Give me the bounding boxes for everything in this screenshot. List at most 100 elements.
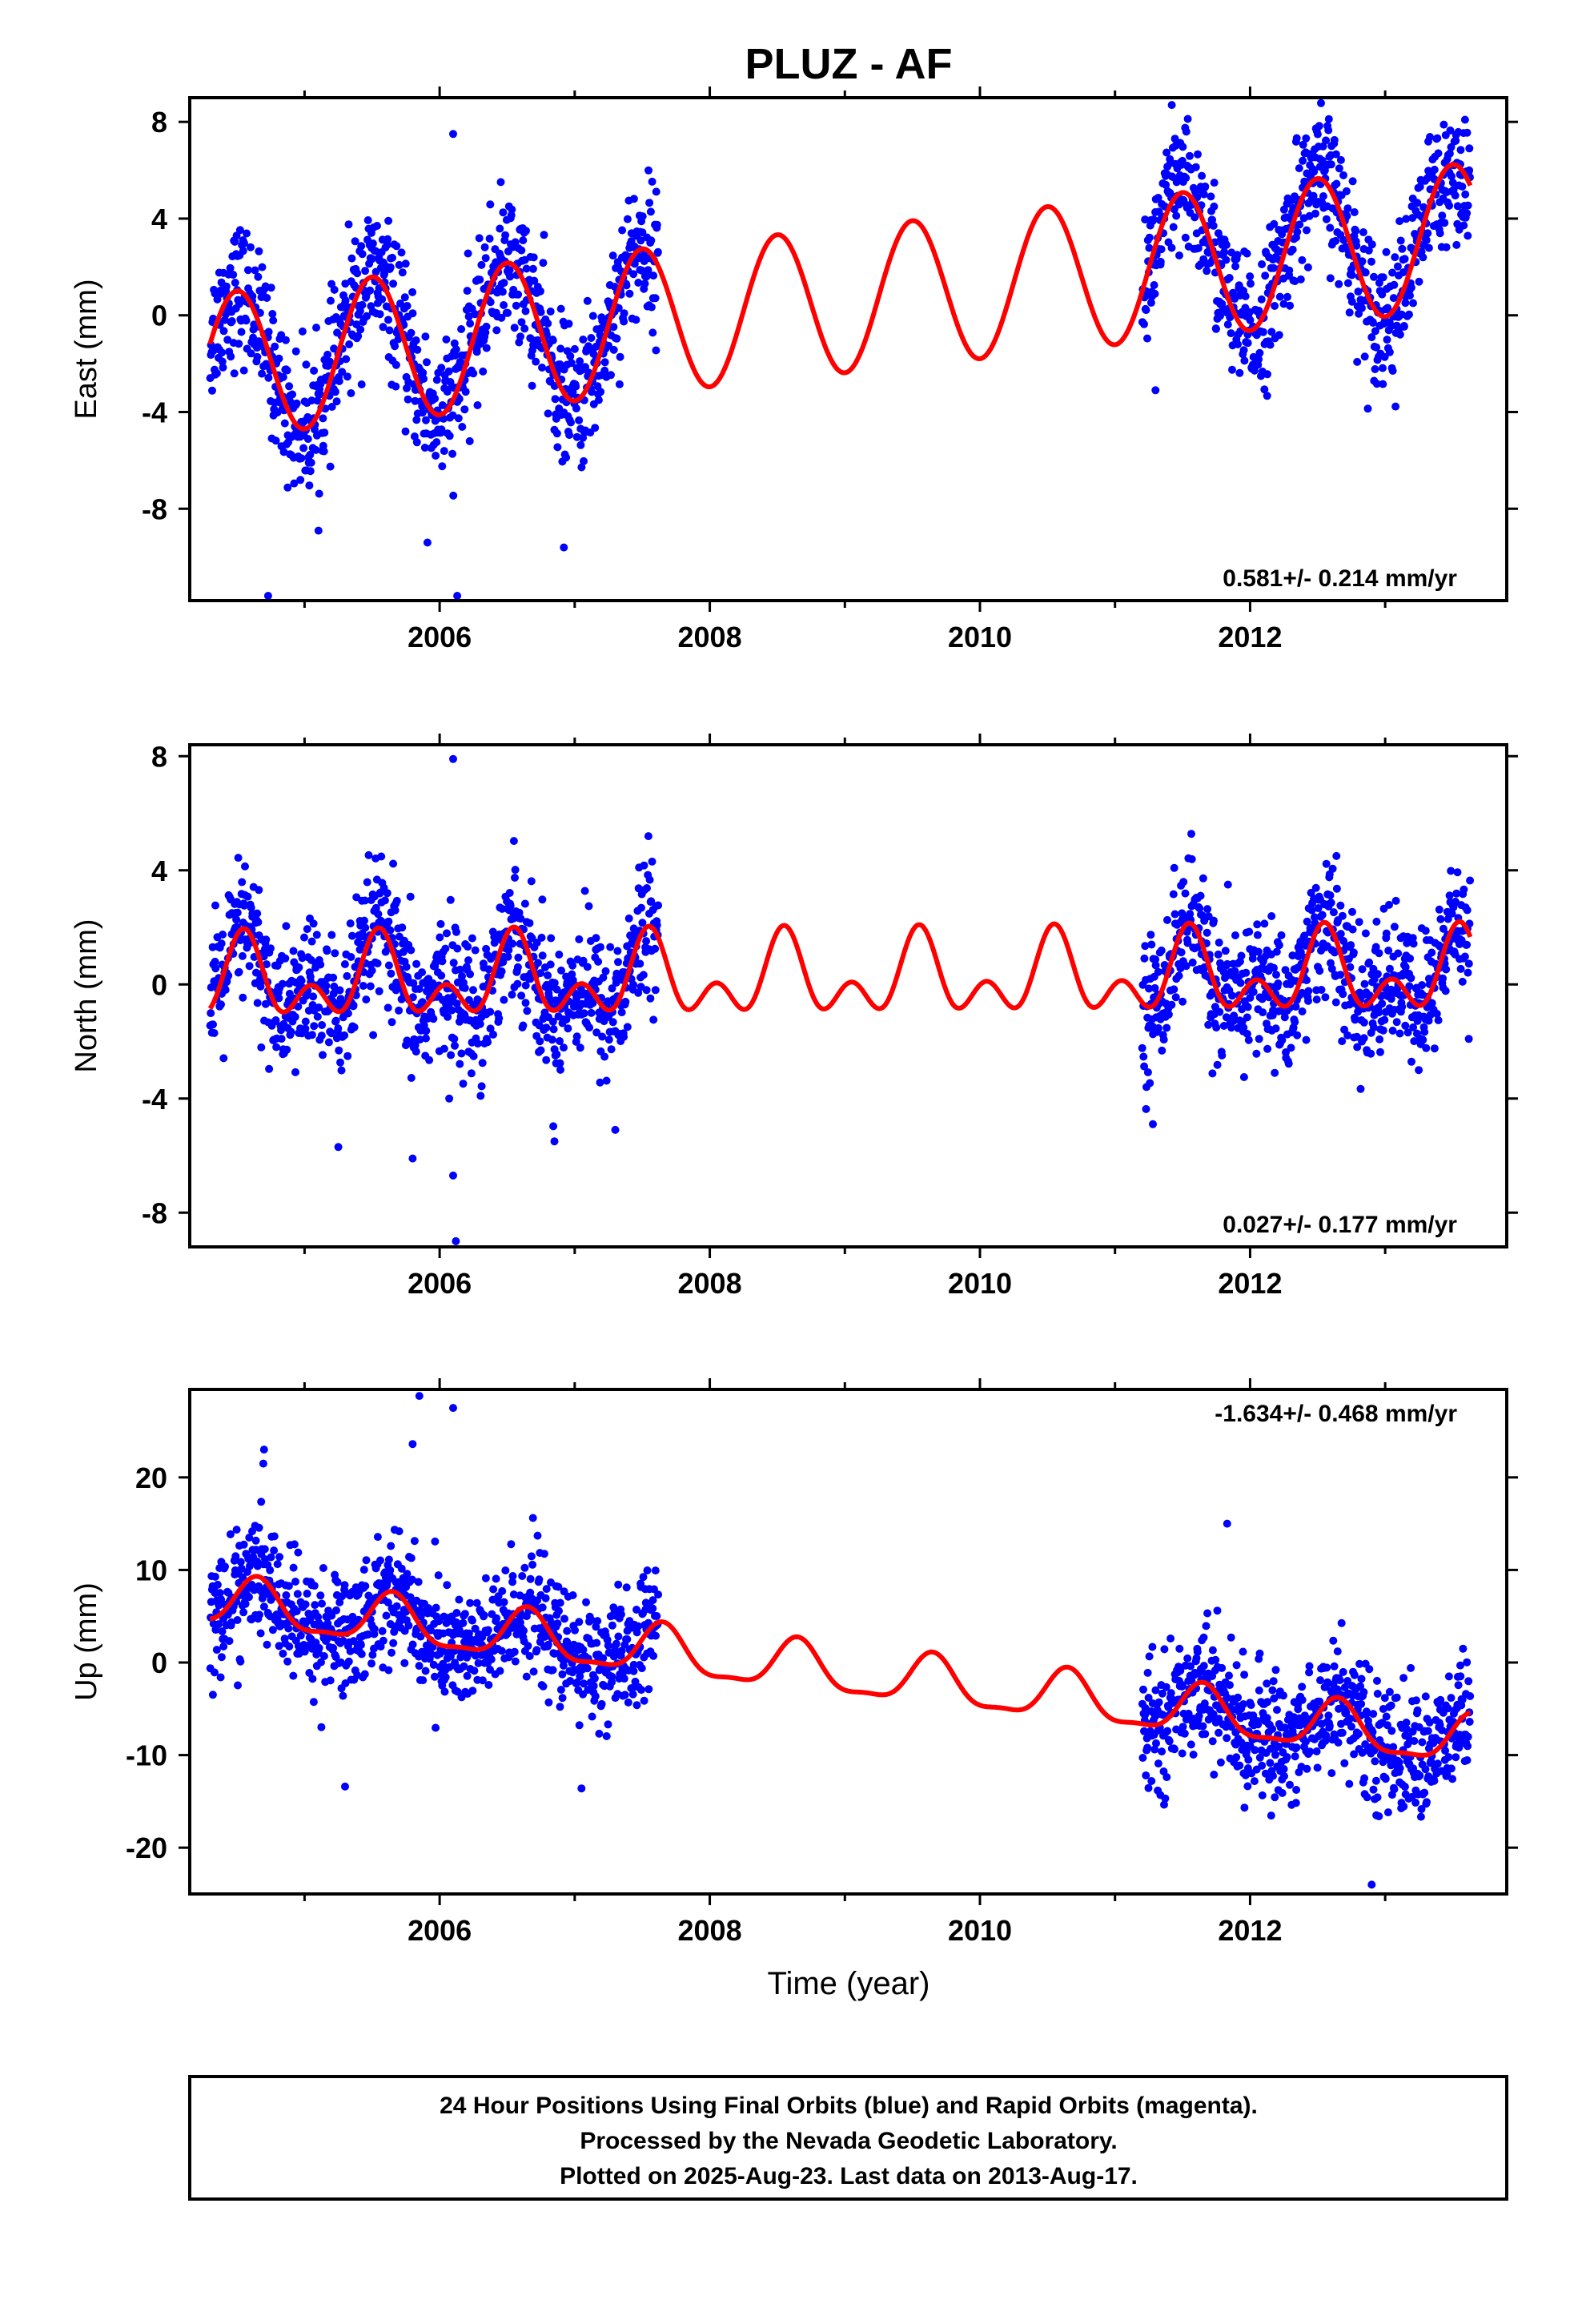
up-point: [527, 1552, 536, 1561]
up-point: [1355, 1659, 1364, 1668]
east-point: [528, 264, 537, 273]
north-point: [572, 1032, 581, 1041]
up-point: [387, 1648, 396, 1657]
north-point: [233, 908, 242, 917]
east-point: [1257, 295, 1266, 304]
east-point: [345, 340, 354, 348]
north-point: [1318, 911, 1327, 919]
east-point: [1293, 227, 1302, 236]
up-point: [1395, 1764, 1404, 1772]
east-point: [357, 380, 366, 388]
up-point: [213, 1580, 222, 1589]
east-point: [1423, 229, 1432, 238]
up-point: [339, 1636, 347, 1645]
east-point: [1246, 316, 1255, 324]
north-point: [495, 1014, 504, 1023]
up-point: [1373, 1676, 1381, 1685]
up-point: [1183, 1654, 1192, 1663]
up-point: [268, 1626, 277, 1634]
east-point: [268, 310, 277, 318]
north-point: [289, 947, 298, 955]
east-point: [290, 479, 299, 488]
up-point: [1315, 1697, 1324, 1706]
east-point: [1358, 304, 1366, 312]
up-point: [1142, 1771, 1150, 1779]
east-y-tick-label: 4: [151, 203, 167, 235]
east-point: [397, 248, 406, 257]
up-point: [1355, 1730, 1363, 1738]
east-point: [1140, 320, 1148, 328]
north-point: [468, 934, 476, 943]
up-point: [1166, 1634, 1175, 1642]
up-point: [604, 1641, 612, 1650]
east-point: [477, 260, 486, 269]
up-point: [1166, 1689, 1175, 1698]
up-point: [510, 1647, 519, 1656]
east-point: [1309, 191, 1318, 200]
east-point: [516, 332, 524, 341]
north-point: [359, 932, 367, 941]
up-point: [1178, 1681, 1187, 1690]
north-point: [504, 952, 512, 961]
north-point: [1427, 948, 1436, 957]
north-point: [369, 1031, 378, 1039]
up-point: [460, 1662, 468, 1671]
north-point: [1365, 958, 1374, 967]
east-point: [1178, 156, 1186, 165]
north-point: [497, 967, 506, 975]
north-point: [1223, 880, 1232, 889]
up-point: [597, 1699, 606, 1708]
up-point: [215, 1601, 223, 1610]
east-point: [1415, 277, 1423, 286]
east-point: [1358, 257, 1367, 266]
up-point: [500, 1598, 508, 1606]
east-point: [551, 395, 560, 404]
east-point: [560, 543, 568, 552]
north-point: [448, 1006, 456, 1015]
east-point: [630, 259, 639, 268]
north-point: [238, 878, 247, 887]
up-point: [652, 1612, 661, 1620]
north-point: [513, 979, 522, 988]
east-point: [1342, 187, 1351, 195]
up-point: [427, 1626, 436, 1634]
chart-title: PLUZ - AF: [745, 40, 953, 88]
north-point: [1150, 983, 1159, 992]
up-point: [1382, 1712, 1391, 1721]
north-point: [262, 960, 271, 969]
north-point: [1372, 917, 1381, 926]
east-point: [479, 367, 488, 376]
north-point: [312, 931, 321, 939]
north-point: [596, 943, 604, 951]
north-point: [392, 896, 401, 905]
up-point: [535, 1575, 544, 1584]
up-point: [293, 1590, 302, 1598]
north-point: [408, 993, 417, 1002]
east-point: [437, 364, 446, 372]
north-point: [489, 1030, 497, 1039]
up-point: [1410, 1737, 1419, 1745]
east-point: [1343, 211, 1351, 220]
up-point: [648, 1596, 657, 1605]
north-point: [537, 933, 546, 942]
east-point: [553, 443, 562, 452]
north-point: [1409, 1023, 1418, 1031]
up-point: [341, 1679, 350, 1687]
east-point: [275, 354, 283, 363]
east-point: [465, 436, 474, 445]
up-point: [397, 1564, 406, 1573]
north-point: [340, 1031, 349, 1039]
north-point: [1302, 1035, 1311, 1044]
north-point: [1210, 916, 1218, 925]
north-point: [613, 947, 622, 955]
east-point: [1186, 151, 1194, 160]
up-point: [632, 1701, 641, 1710]
east-point: [528, 381, 536, 390]
east-point: [532, 357, 540, 366]
north-point: [1466, 876, 1475, 885]
north-point: [283, 1045, 291, 1054]
east-point: [222, 282, 231, 291]
north-point: [1188, 958, 1197, 967]
east-point: [1209, 221, 1218, 230]
up-point: [487, 1655, 496, 1664]
